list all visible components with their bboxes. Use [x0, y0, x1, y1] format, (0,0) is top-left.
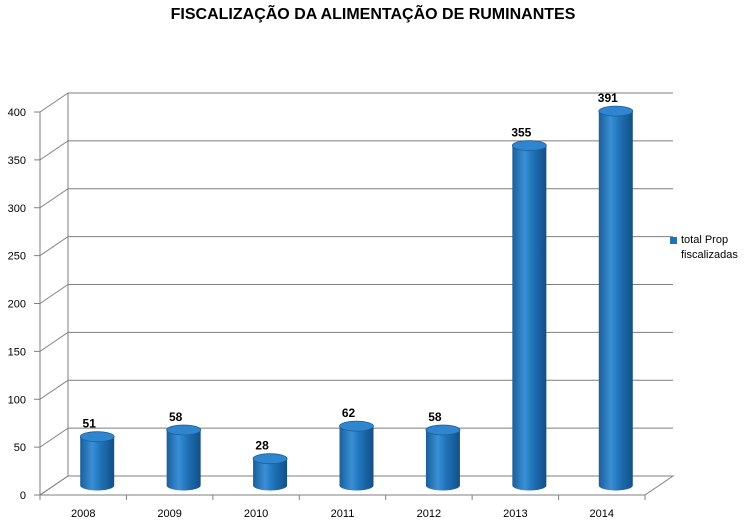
gridline-depth — [39, 92, 69, 113]
x-tick-label: 2012 — [417, 508, 441, 520]
bar — [339, 420, 374, 491]
bar-top — [511, 140, 547, 151]
bar-body — [339, 426, 374, 491]
bar — [252, 453, 288, 491]
bar-body — [80, 436, 115, 491]
gridline-depth — [39, 188, 69, 209]
bar-top — [425, 424, 461, 436]
bar — [511, 140, 547, 491]
gridline-depth — [39, 140, 69, 161]
bar-top — [598, 105, 634, 117]
x-tick-label: 2008 — [71, 508, 95, 520]
y-tick-label: 150 — [8, 346, 26, 358]
x-tick-label: 2009 — [157, 508, 181, 520]
x-tick-label: 2014 — [590, 508, 614, 520]
y-tick-label: 300 — [8, 203, 26, 215]
gridline-depth — [39, 284, 69, 304]
gridline-depth — [39, 331, 69, 352]
y-tick-label: 0 — [20, 490, 26, 502]
y-tick-label: 100 — [8, 394, 26, 406]
data-label: 391 — [598, 91, 618, 105]
data-label: 62 — [342, 406, 356, 420]
bar-top — [79, 431, 115, 443]
bar-body — [253, 458, 288, 491]
data-label: 58 — [169, 410, 183, 424]
bar — [79, 431, 115, 491]
bar-body — [425, 429, 460, 491]
bar-body — [166, 429, 201, 491]
data-label: 28 — [255, 439, 269, 453]
bar — [425, 424, 461, 491]
bar-top — [166, 424, 202, 436]
legend-label: total Prop fiscalizadas — [681, 234, 738, 261]
y-tick-label: 200 — [8, 299, 26, 311]
data-label: 355 — [511, 126, 531, 140]
chart-title: FISCALIZAÇÃO DA ALIMENTAÇÃO DE RUMINANTE… — [170, 6, 576, 23]
bar — [598, 105, 634, 491]
bar-top — [252, 453, 288, 465]
y-tick-label: 400 — [8, 107, 26, 119]
x-tick-label: 2011 — [331, 508, 355, 520]
y-tick-label: 50 — [14, 442, 26, 454]
gridline-depth — [39, 236, 69, 257]
x-tick-label: 2010 — [244, 508, 268, 520]
floor — [38, 475, 675, 496]
y-tick-label: 350 — [8, 155, 26, 167]
bar-body — [512, 145, 547, 491]
gridline-depth — [39, 379, 69, 400]
legend-swatch — [670, 237, 677, 244]
x-tick-label: 2013 — [503, 508, 527, 520]
data-label: 58 — [428, 410, 442, 424]
bar-top — [339, 420, 374, 432]
data-label: 51 — [83, 417, 97, 431]
y-tick-label: 250 — [8, 251, 26, 263]
bar-body — [598, 111, 633, 491]
bar — [166, 424, 202, 491]
gridline-depth — [39, 427, 69, 448]
